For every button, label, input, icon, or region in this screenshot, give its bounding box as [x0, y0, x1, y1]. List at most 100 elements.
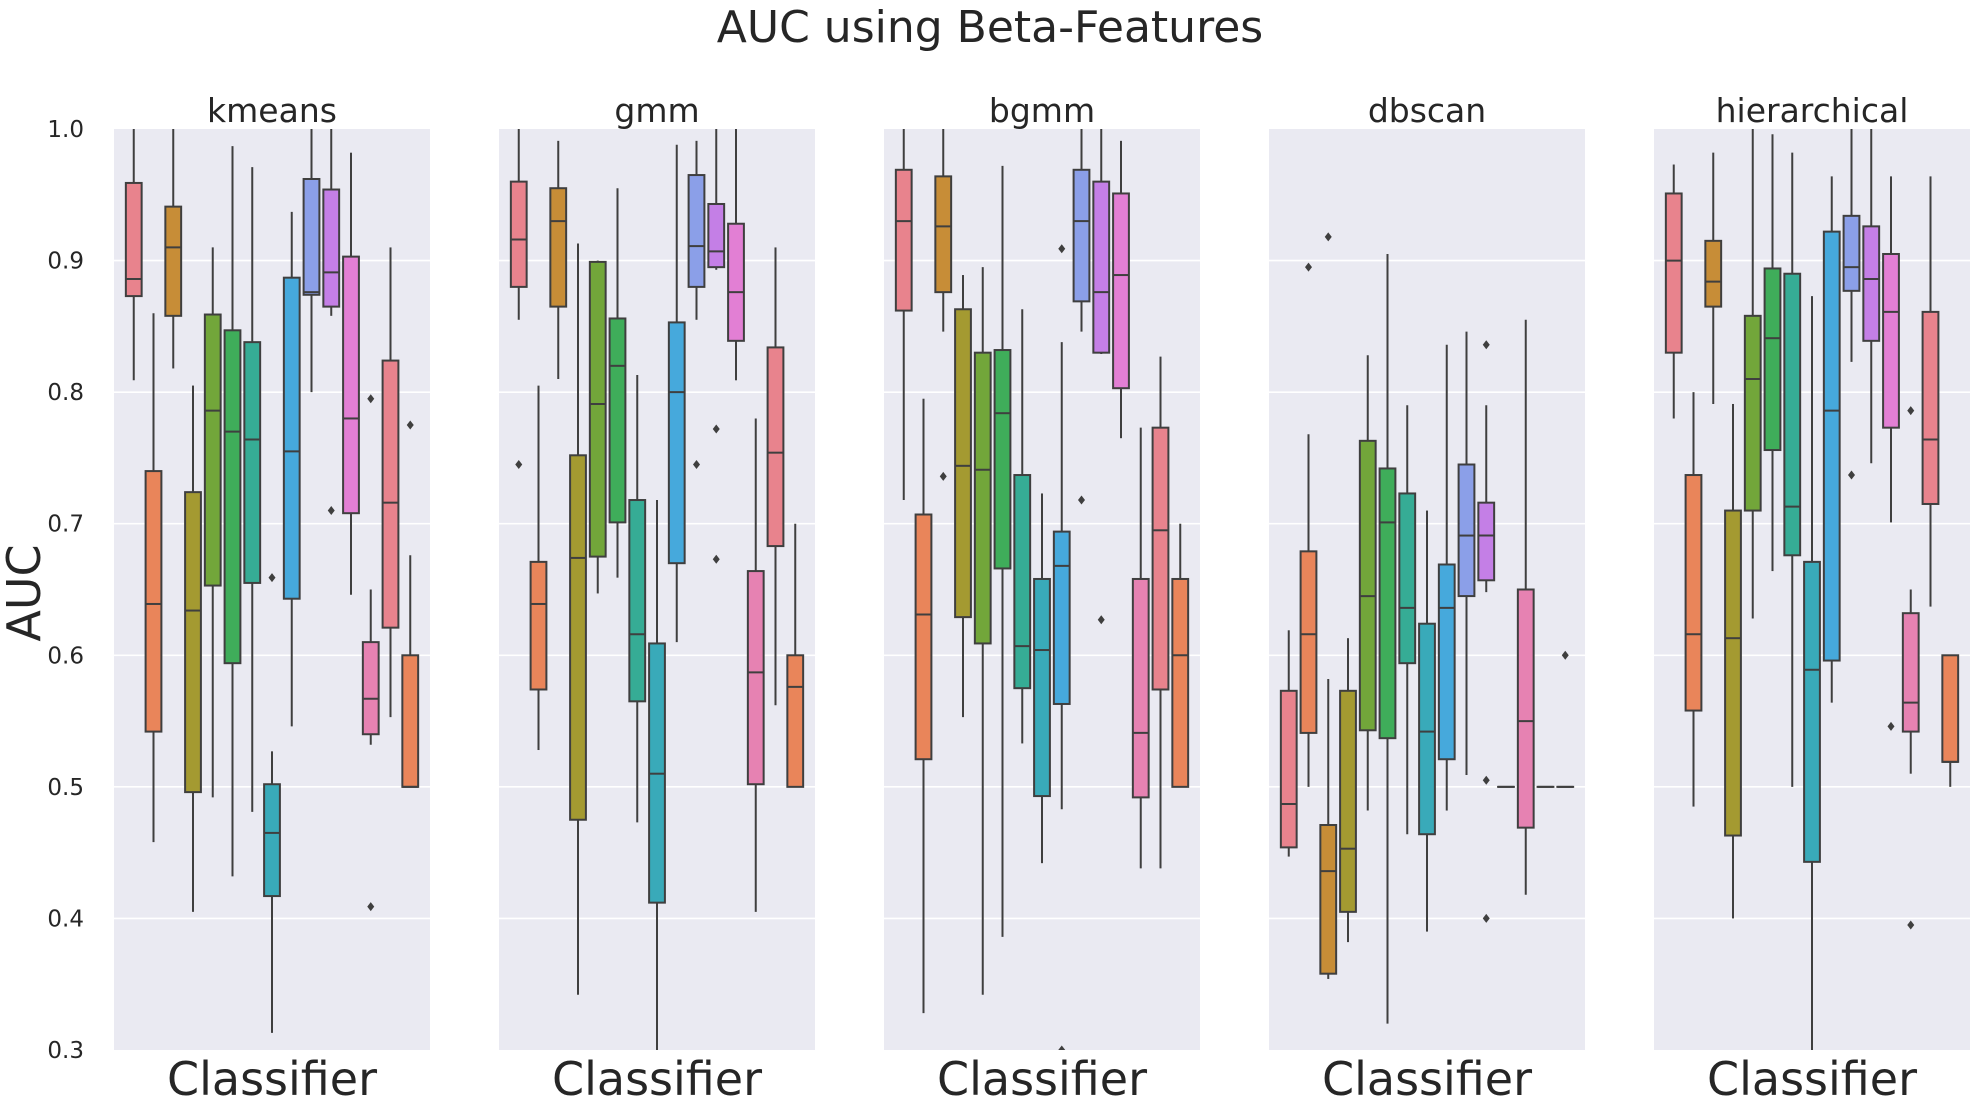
box-10 [1457, 331, 1476, 776]
box-body [529, 560, 548, 691]
outlier-point [1078, 495, 1085, 505]
box-group [1664, 129, 1960, 1050]
box-3 [164, 129, 183, 369]
y-tick-label: 0.7 [47, 512, 84, 538]
box-4 [1724, 403, 1742, 919]
box-14 [766, 247, 785, 706]
box-8 [1418, 510, 1436, 932]
outlier-point [1887, 721, 1895, 731]
outlier-point [1305, 262, 1312, 272]
box-9 [667, 144, 686, 643]
outlier-point [367, 394, 375, 404]
box-9 [1437, 344, 1456, 811]
box-body [549, 187, 568, 308]
box-body [1477, 501, 1496, 582]
box-7 [628, 375, 647, 823]
outlier-point [712, 424, 720, 434]
box-1 [894, 129, 913, 501]
box-body [1013, 474, 1032, 690]
box-5 [588, 260, 607, 594]
box-body [381, 359, 400, 629]
box-13 [746, 418, 765, 912]
chart-title: AUC using Beta-Features [717, 2, 1263, 53]
outlier-point [1097, 615, 1105, 625]
box-13 [1516, 319, 1535, 895]
box-body [993, 349, 1012, 570]
box-14 [381, 247, 400, 718]
box-body [727, 222, 745, 342]
box-15 [1171, 523, 1190, 788]
y-tick-label: 0.6 [47, 643, 84, 669]
box-body [1783, 272, 1802, 557]
panel-gmm: gmm Classifier [499, 91, 815, 1106]
box-15 [401, 420, 420, 788]
outlier-point [1482, 340, 1490, 350]
box-body [184, 491, 202, 794]
box-4 [569, 243, 587, 995]
box-body [1033, 577, 1051, 798]
chart-panels: kmeans Classifier gmm Classifier bgmm Classif… [114, 91, 1970, 1106]
box-body [1319, 824, 1338, 975]
box-group [894, 129, 1190, 1050]
y-tick-labels: 0.3 0.4 0.5 0.6 0.7 0.8 0.9 1.0 [47, 117, 84, 1064]
box-body [1822, 230, 1841, 662]
outlier-point [1058, 1045, 1066, 1050]
box-body [223, 329, 242, 665]
box-body [687, 174, 706, 288]
box-body [707, 202, 726, 269]
box-2 [529, 385, 548, 751]
panel-title: bgmm [989, 91, 1095, 130]
box-11 [322, 129, 341, 516]
box-3 [1704, 152, 1723, 404]
box-body [1803, 560, 1821, 863]
box-1 [1664, 164, 1683, 419]
box-body [914, 513, 933, 761]
box-body [1358, 439, 1377, 732]
box-8 [648, 500, 666, 1050]
y-axis-label: AUC [0, 544, 51, 641]
box-body [1882, 252, 1900, 429]
x-axis-label: Classifier [937, 1052, 1147, 1106]
box-7 [1013, 309, 1032, 744]
box-3 [549, 140, 568, 379]
box-body [766, 346, 785, 548]
box-body [746, 570, 765, 786]
outlier-point [693, 460, 700, 470]
box-1 [124, 129, 143, 381]
box-body [342, 255, 360, 515]
outlier-point [268, 573, 276, 583]
x-axis-label: Classifier [167, 1052, 377, 1106]
box-body [1052, 530, 1071, 705]
box-body [569, 454, 587, 821]
box-15 [1941, 654, 1960, 787]
box-body [1724, 509, 1742, 837]
panel-kmeans: kmeans Classifier [114, 91, 430, 1106]
outlier-point [367, 902, 375, 912]
box-6 [223, 146, 242, 877]
box-body [1901, 612, 1920, 733]
box-8 [1803, 296, 1821, 1050]
box-10 [687, 140, 706, 470]
box-body [1092, 180, 1111, 354]
box-body [1072, 168, 1091, 303]
box-body [1684, 474, 1703, 712]
box-body [1398, 492, 1417, 665]
box-body [894, 168, 913, 312]
box-body [1862, 225, 1881, 342]
box-8 [263, 573, 281, 1033]
box-7 [1398, 405, 1417, 835]
outlier-point [939, 471, 947, 481]
box-3 [1319, 232, 1338, 979]
box-body [954, 308, 972, 619]
x-axis-label: Classifier [552, 1052, 762, 1106]
box-group [509, 129, 805, 1050]
outlier-point [1324, 232, 1332, 242]
outlier-point [1907, 406, 1915, 416]
box-body [203, 313, 222, 587]
box-7 [1783, 152, 1802, 787]
box-12 [1882, 176, 1900, 731]
box-body [263, 783, 281, 898]
outlier-point [406, 420, 414, 430]
box-body [243, 341, 262, 584]
box-body [1339, 689, 1357, 913]
